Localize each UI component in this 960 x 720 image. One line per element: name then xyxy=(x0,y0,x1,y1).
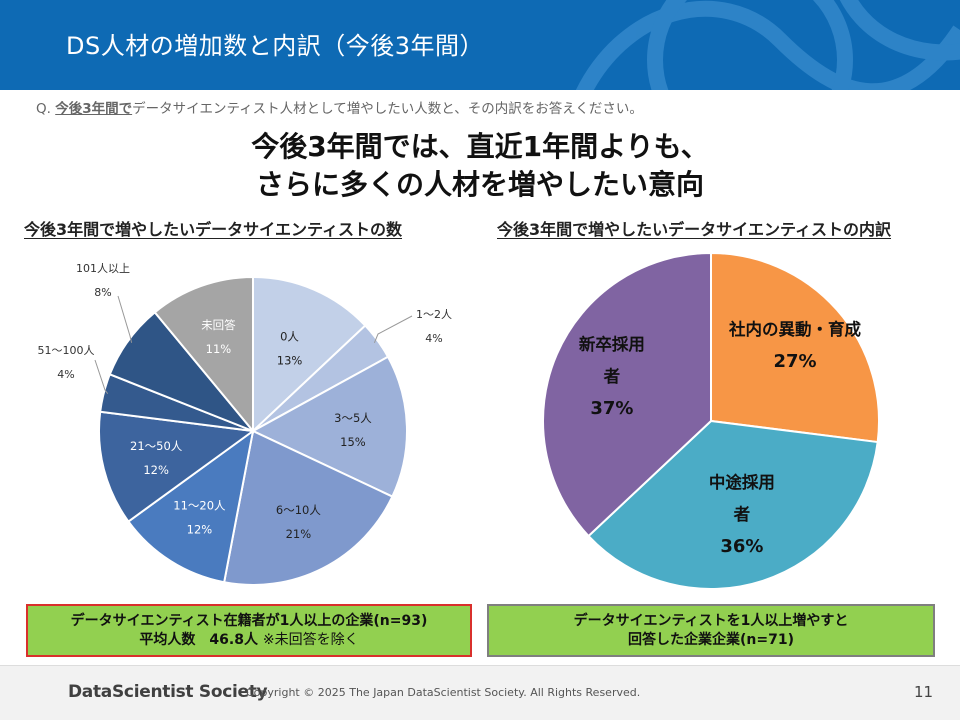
pie-slice xyxy=(587,419,879,591)
chart-title-left: 今後3年間で増やしたいデータサイエンティストの数 xyxy=(24,220,403,239)
slice-percent: 37% xyxy=(590,398,633,419)
summary-left-line-1: データサイエンティスト在籍者が1人以上の企業(n=93) xyxy=(70,612,428,629)
slice-label: 11～20人 xyxy=(173,498,226,512)
slice-percent: 36% xyxy=(720,536,763,557)
slice-percent: 12% xyxy=(143,463,169,477)
pie-slice xyxy=(127,428,255,584)
summary-box-right: データサイエンティストを1人以上増やすと 回答した企業企業(n=71) xyxy=(487,604,935,657)
page-number: 11 xyxy=(914,683,934,701)
header-decoration xyxy=(576,0,960,90)
headline-line-2: さらに多くの人材を増やしたい意向 xyxy=(255,168,704,201)
question-prefix: Q. xyxy=(36,101,56,117)
summary-right-line-2: 回答した企業企業(n=71) xyxy=(628,631,794,648)
slice-label: 51～100人 xyxy=(38,344,95,357)
slice-percent: 13% xyxy=(277,354,303,368)
pie-slice xyxy=(153,275,254,434)
slice-percent: 4% xyxy=(57,368,74,381)
slice-percent: 11% xyxy=(206,342,232,356)
summary-left-line-2: 平均人数 46.8人 ※未回答を除く xyxy=(28,631,470,650)
pie-slice xyxy=(250,355,408,498)
header-bar: DS人材の増加数と内訳（今後3年間） xyxy=(0,0,960,90)
copyright: Copyright © 2025 The Japan DataScientist… xyxy=(246,686,641,699)
headline-line-1: 今後3年間では、直近1年間よりも、 xyxy=(251,130,709,163)
slice-label: 者 xyxy=(733,504,751,524)
slice-percent: 27% xyxy=(773,351,816,372)
slice-label: 社内の異動・育成 xyxy=(728,319,862,339)
leader-line xyxy=(94,359,109,394)
question-emphasis: 今後3年間で xyxy=(55,101,133,117)
slice-percent: 12% xyxy=(187,522,213,536)
slice-label: 者 xyxy=(603,366,621,386)
pie-slice xyxy=(97,410,256,523)
slice-percent: 8% xyxy=(94,286,111,299)
brand-logo: DataScientist Society xyxy=(68,682,268,702)
pie-charts: 0人 13% 1～2人 4% 3～5人 15% 6～10人 21% 11～20人 12% 21～50… xyxy=(38,251,881,591)
footer: DataScientist Society Copyright © 2025 T… xyxy=(0,665,960,720)
slice-label: 新卒採用 xyxy=(579,334,645,354)
pie-slice xyxy=(252,275,367,434)
leader-line xyxy=(117,295,133,343)
slice-label: 3～5人 xyxy=(334,411,372,425)
pie-slice xyxy=(710,251,881,444)
pie-slice xyxy=(542,251,712,538)
page-title: DS人材の増加数と内訳（今後3年間） xyxy=(66,32,484,60)
slice-label: 0人 xyxy=(280,330,299,344)
headline: 今後3年間では、直近1年間よりも、 さらに多くの人材を増やしたい意向 xyxy=(0,128,960,204)
question-text: データサイエンティスト人材として増やしたい人数と、その内訳をお答えください。 xyxy=(132,101,643,117)
slice-percent: 4% xyxy=(425,332,442,345)
slice-percent: 15% xyxy=(340,435,366,449)
slice-label: 6～10人 xyxy=(276,503,321,517)
pie-slice xyxy=(222,429,394,586)
survey-question: Q. 今後3年間でデータサイエンティスト人材として増やしたい人数と、その内訳をお… xyxy=(36,97,643,117)
slice-label: 中途採用 xyxy=(709,472,775,492)
slice-label: 1～2人 xyxy=(416,308,452,321)
slice-label: 101人以上 xyxy=(76,262,130,275)
slice-label: 未回答 xyxy=(201,318,236,332)
average-note: ※未回答を除く xyxy=(262,631,359,648)
summary-right-line-1: データサイエンティストを1人以上増やすと xyxy=(573,612,849,629)
chart-title-right: 今後3年間で増やしたいデータサイエンティストの内訳 xyxy=(497,220,892,239)
average-count: 平均人数 46.8人 xyxy=(139,631,258,648)
slice-percent: 21% xyxy=(286,527,312,541)
summary-box-left: データサイエンティスト在籍者が1人以上の企業(n=93) 平均人数 46.8人 … xyxy=(26,604,472,657)
slice-label: 21～50人 xyxy=(130,439,183,453)
leader-line xyxy=(373,315,413,343)
